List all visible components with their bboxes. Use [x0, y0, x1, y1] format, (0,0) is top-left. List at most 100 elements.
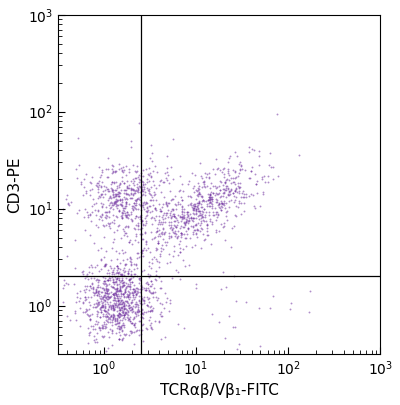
Point — [164, 209, 170, 216]
Point — [120, 298, 126, 305]
Point — [307, 287, 313, 294]
Point — [156, 258, 162, 265]
Point — [138, 307, 145, 313]
Point — [119, 322, 125, 328]
Point — [197, 208, 204, 215]
Point — [182, 234, 188, 241]
Point — [206, 212, 212, 218]
Point — [121, 279, 128, 285]
Point — [104, 318, 110, 324]
Point — [84, 283, 90, 289]
Point — [123, 194, 129, 201]
Point — [136, 308, 142, 314]
Point — [118, 200, 124, 207]
Point — [98, 304, 105, 310]
Point — [130, 200, 137, 207]
Point — [113, 278, 119, 284]
Point — [137, 253, 144, 259]
Point — [154, 168, 160, 175]
Point — [153, 213, 159, 219]
Point — [76, 162, 82, 169]
Point — [103, 183, 109, 190]
Point — [165, 207, 172, 213]
Point — [192, 172, 198, 178]
Point — [195, 208, 202, 215]
Point — [84, 294, 91, 301]
Point — [128, 290, 135, 296]
Point — [88, 180, 94, 186]
Point — [132, 294, 138, 301]
Point — [130, 202, 136, 209]
Point — [145, 186, 151, 193]
Point — [135, 239, 142, 245]
Point — [182, 216, 189, 222]
Point — [139, 184, 146, 191]
Point — [103, 290, 110, 296]
Point — [133, 202, 140, 208]
Point — [201, 181, 207, 187]
Point — [93, 318, 100, 325]
Point — [129, 175, 136, 182]
Point — [117, 287, 123, 293]
Point — [213, 184, 219, 191]
Point — [117, 325, 123, 332]
Point — [135, 288, 142, 295]
Point — [114, 320, 120, 326]
Point — [78, 269, 85, 275]
Point — [148, 283, 154, 290]
Point — [130, 187, 136, 193]
Point — [105, 269, 112, 276]
Point — [143, 247, 150, 253]
Point — [193, 207, 200, 213]
Point — [109, 301, 116, 308]
Point — [82, 309, 88, 315]
Point — [135, 174, 142, 180]
Point — [215, 165, 222, 171]
Point — [125, 315, 132, 322]
Point — [181, 325, 187, 331]
Point — [119, 335, 125, 342]
Point — [136, 298, 143, 305]
Point — [170, 135, 176, 142]
Point — [167, 188, 173, 195]
Point — [115, 298, 121, 305]
Point — [148, 150, 155, 156]
Point — [128, 299, 134, 306]
Point — [270, 292, 276, 299]
Point — [232, 149, 238, 155]
Point — [114, 201, 120, 208]
Point — [105, 277, 112, 284]
Point — [102, 262, 108, 269]
Point — [166, 219, 172, 225]
Point — [224, 176, 230, 183]
Point — [87, 283, 94, 290]
Point — [237, 163, 244, 169]
Point — [104, 306, 111, 312]
Point — [214, 191, 220, 197]
Point — [114, 205, 120, 211]
Point — [159, 242, 166, 248]
Point — [85, 211, 91, 218]
Point — [184, 217, 190, 224]
Point — [100, 284, 106, 291]
Point — [116, 325, 122, 332]
Point — [114, 275, 120, 281]
Point — [160, 219, 166, 226]
Point — [186, 215, 192, 222]
Point — [146, 186, 152, 192]
Point — [148, 320, 154, 326]
Point — [138, 247, 145, 254]
Point — [103, 248, 110, 254]
Point — [179, 213, 186, 219]
Point — [118, 277, 125, 284]
Point — [97, 284, 103, 290]
Point — [195, 204, 201, 211]
Point — [150, 289, 156, 296]
Point — [146, 299, 152, 305]
Point — [148, 142, 154, 149]
Point — [166, 233, 172, 240]
Point — [214, 209, 220, 215]
Point — [153, 185, 160, 191]
Point — [98, 288, 105, 295]
Point — [132, 301, 138, 307]
